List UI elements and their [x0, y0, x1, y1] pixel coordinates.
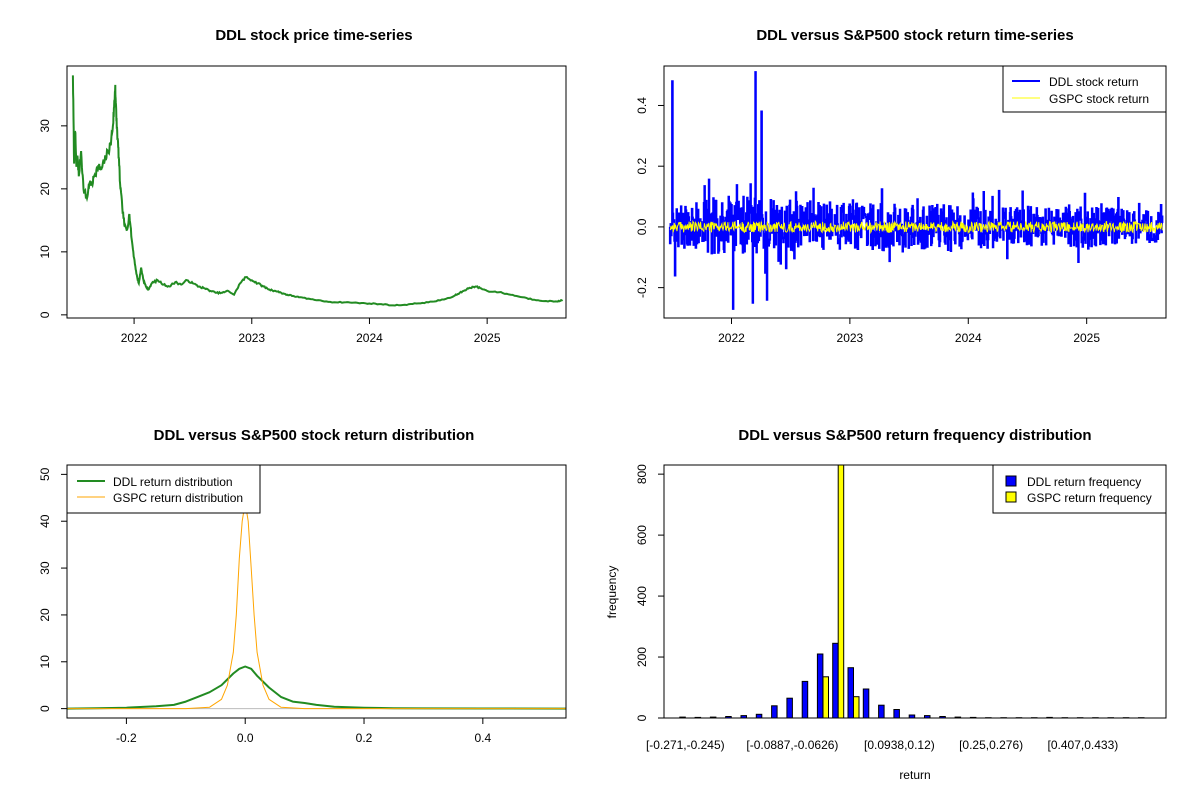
histogram-axes: 0 200 400 600 800 [-0.271,-0.245) [-0.0887,-0.…	[635, 464, 1118, 752]
x-tick-label: -0.2	[116, 731, 137, 745]
panel-price-chart: DDL stock price time-series 2022 2023 2024…	[38, 27, 567, 345]
x-tick-label: [0.0938,0.12)	[864, 738, 935, 752]
y-tick-label: 0.4	[635, 97, 649, 114]
legend-box	[1002, 65, 1167, 113]
y-tick-label: 50	[38, 467, 52, 481]
legend: DDL return frequency GSPC return frequen…	[992, 464, 1167, 514]
x-tick-label: 2022	[718, 331, 745, 345]
returns-axes: 2022 2023 2024 2025 -0.2 0.0 0.2 0.4	[635, 97, 1100, 345]
plot-frame	[663, 65, 1167, 319]
x-tick-label: 2025	[474, 331, 501, 345]
legend-label-ddl: DDL stock return	[1049, 75, 1139, 89]
y-tick-label: 0.2	[635, 158, 649, 175]
legend-swatch-ddl	[1005, 475, 1017, 487]
chart-title: DDL stock price time-series	[215, 27, 412, 44]
chart-title: DDL versus S&P500 stock return distribut…	[154, 427, 475, 444]
bar-ddl	[755, 713, 763, 719]
series-line-ddl-price	[71, 75, 564, 307]
y-tick-label: 0	[635, 714, 649, 721]
y-tick-label: 40	[38, 514, 52, 528]
y-tick-label: 400	[635, 586, 649, 606]
x-tick-label: 2024	[955, 331, 982, 345]
legend-swatch-gspc	[1005, 491, 1017, 503]
plot-frame	[66, 65, 567, 319]
bar-ddl	[771, 705, 778, 719]
legend-label-ddl: DDL return distribution	[113, 475, 233, 489]
x-tick-label: [-0.271,-0.245)	[646, 738, 725, 752]
density-series-group	[66, 502, 567, 710]
bar-ddl	[878, 704, 885, 719]
x-tick-label: [0.407,0.433)	[1048, 738, 1119, 752]
y-tick-label: 20	[38, 608, 52, 622]
x-tick-label: 2023	[837, 331, 864, 345]
chart-title: DDL versus S&P500 stock return time-seri…	[756, 27, 1073, 44]
series-line-gspc-density	[67, 502, 566, 710]
bar-gspc	[837, 464, 845, 719]
bar-ddl	[862, 688, 870, 719]
plot-frame	[663, 464, 1167, 719]
returns-series-group	[668, 71, 1164, 310]
y-tick-label: 0	[38, 705, 52, 712]
legend-label-ddl: DDL return frequency	[1027, 475, 1141, 489]
y-axis-label: frequency	[605, 566, 619, 619]
panel-histogram-chart: DDL versus S&P500 return frequency distr…	[605, 427, 1167, 782]
panel-density-chart: DDL versus S&P500 stock return distribut…	[38, 427, 567, 745]
price-series-group	[71, 75, 564, 307]
x-tick-label: 2023	[238, 331, 265, 345]
legend-label-gspc: GSPC return frequency	[1027, 491, 1152, 505]
x-tick-label: 0.4	[474, 731, 491, 745]
series-line-ddl-density	[66, 665, 567, 710]
bar-ddl	[816, 653, 824, 719]
bar-ddl	[832, 642, 839, 719]
panel-returns-chart: DDL versus S&P500 stock return time-seri…	[635, 27, 1167, 345]
bar-ddl	[847, 667, 854, 719]
y-tick-label: -0.2	[635, 277, 649, 298]
x-tick-label: [0.25,0.276)	[959, 738, 1023, 752]
series-line-ddl-return	[668, 71, 1164, 310]
x-tick-label: 0.2	[356, 731, 373, 745]
x-tick-label: 2025	[1073, 331, 1100, 345]
x-tick-label: 0.0	[237, 731, 254, 745]
y-tick-label: 0	[38, 311, 52, 318]
x-tick-label: 2024	[356, 331, 383, 345]
y-tick-label: 10	[38, 655, 52, 669]
legend-box	[66, 464, 261, 514]
x-tick-label: 2022	[121, 331, 148, 345]
legend-box	[992, 464, 1167, 514]
y-tick-label: 20	[38, 182, 52, 196]
bar-ddl	[801, 680, 809, 719]
bar-gspc	[853, 696, 860, 719]
y-tick-label: 800	[635, 464, 649, 484]
legend-label-gspc: GSPC return distribution	[113, 491, 243, 505]
y-tick-label: 200	[635, 647, 649, 667]
y-tick-label: 0.0	[635, 218, 649, 235]
y-tick-label: 30	[38, 561, 52, 575]
x-axis-label: return	[899, 768, 930, 782]
bar-ddl	[893, 709, 900, 719]
legend: DDL stock return GSPC stock return	[1002, 65, 1167, 113]
plot-frame	[66, 464, 567, 719]
bar-gspc	[822, 676, 829, 719]
y-tick-label: 10	[38, 245, 52, 259]
bar-ddl	[786, 697, 793, 719]
series-line-gspc-return	[669, 219, 1163, 235]
chart-title: DDL versus S&P500 return frequency distr…	[738, 427, 1091, 444]
legend: DDL return distribution GSPC return dist…	[66, 464, 261, 514]
legend-label-gspc: GSPC stock return	[1049, 92, 1149, 106]
x-tick-label: [-0.0887,-0.0626)	[746, 738, 838, 752]
y-tick-label: 30	[38, 119, 52, 133]
y-tick-label: 600	[635, 525, 649, 545]
